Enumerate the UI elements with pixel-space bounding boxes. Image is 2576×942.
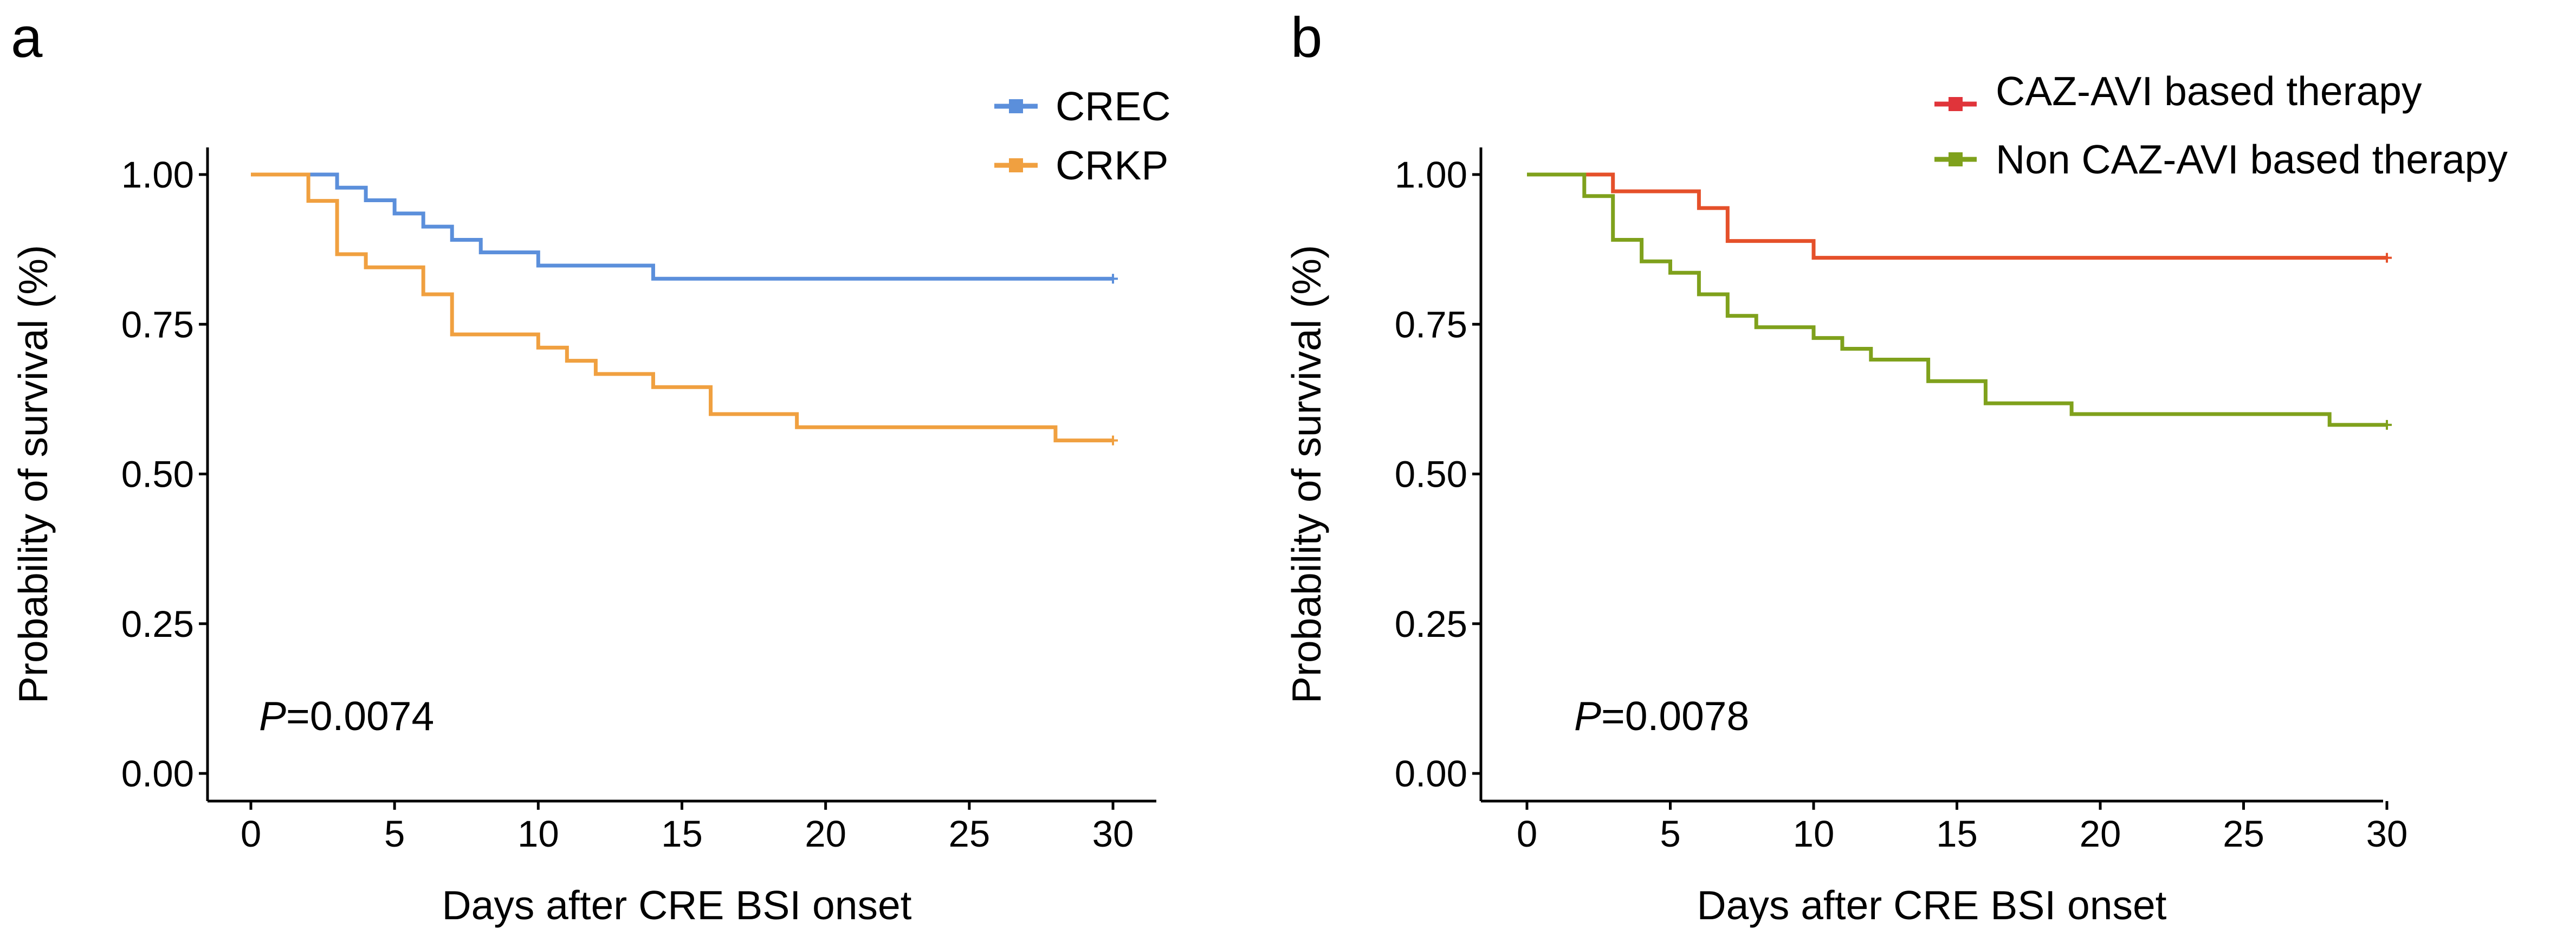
legend: CAZ-AVI based therapy Non CAZ-AVI based … (1934, 68, 2508, 182)
y-tick-label: 0.50 (1395, 454, 1467, 495)
legend-item-crkp: CRKP (994, 143, 1168, 188)
km-curve-crkp (251, 172, 1113, 443)
panel-b: b Probability of survival (%) Days after… (1284, 6, 2508, 928)
legend-item-crec: CREC (994, 83, 1171, 129)
y-tick-label: 0.00 (121, 753, 194, 795)
x-tick-label: 15 (661, 813, 703, 855)
y-axis-title: Probability of survival (%) (10, 245, 56, 704)
x-tick-label: 30 (1092, 813, 1134, 855)
x-tick-label: 15 (1936, 813, 1978, 855)
series-layer (1527, 172, 2392, 430)
km-curve-caz-avi-based-therapy (1527, 172, 2387, 260)
legend-label-crkp: CRKP (1056, 143, 1168, 188)
p-value-text: =0.0078 (1601, 693, 1749, 739)
p-value-prefix: P (259, 693, 286, 739)
x-tick-label: 20 (805, 813, 846, 855)
legend-marker-crec (1009, 99, 1023, 113)
x-tick-label: 30 (2366, 813, 2408, 855)
x-tick-label: 25 (948, 813, 990, 855)
legend-item-caz-avi: CAZ-AVI based therapy (1934, 68, 2422, 114)
legend-marker-crkp (1009, 158, 1023, 172)
y-tick-label: 0.25 (121, 603, 194, 645)
y-axis-title: Probability of survival (%) (1284, 245, 1329, 704)
legend: CREC CRKP (994, 83, 1171, 188)
x-tick-label: 10 (1793, 813, 1835, 855)
censor-mark-non-caz-avi-based-therapy (2382, 420, 2392, 430)
x-tick-label: 0 (1517, 813, 1537, 855)
series-layer (251, 172, 1118, 446)
y-tick-label: 0.75 (121, 304, 194, 345)
legend-marker-non-caz-avi (1949, 152, 1963, 166)
p-value-annotation: P=0.0074 (259, 693, 434, 739)
axis-ticks: 0.00 0.25 0.50 0.75 1.00 0 5 10 15 20 25 30 (121, 154, 1134, 855)
x-tick-label: 25 (2223, 813, 2264, 855)
x-tick-label: 5 (384, 813, 405, 855)
km-curve-non-caz-avi-based-therapy (1527, 172, 2387, 427)
km-curve-crec (251, 172, 1113, 281)
y-tick-label: 0.25 (1395, 603, 1467, 645)
legend-marker-caz-avi (1949, 97, 1963, 111)
legend-label-crec: CREC (1056, 83, 1171, 129)
legend-item-non-caz-avi: Non CAZ-AVI based therapy (1934, 137, 2508, 182)
x-axis-title: Days after CRE BSI onset (1697, 882, 2166, 928)
x-tick-label: 0 (241, 813, 261, 855)
legend-label-caz-avi: CAZ-AVI based therapy (1996, 68, 2422, 114)
y-tick-label: 0.75 (1395, 304, 1467, 345)
censor-mark-crec (1108, 274, 1118, 284)
axis-ticks: 0.00 0.25 0.50 0.75 1.00 0 5 10 15 20 25 30 (1395, 154, 2408, 855)
x-tick-label: 20 (2080, 813, 2121, 855)
y-tick-label: 0.50 (121, 454, 194, 495)
x-tick-label: 10 (517, 813, 559, 855)
p-value-annotation: P=0.0078 (1574, 693, 1749, 739)
panel-a: a Probability of survival (%) Days after… (10, 6, 1171, 928)
panel-label-b: b (1291, 6, 1322, 69)
y-tick-label: 0.00 (1395, 753, 1467, 795)
y-tick-label: 1.00 (121, 154, 194, 196)
y-tick-label: 1.00 (1395, 154, 1467, 196)
censor-mark-crkp (1108, 435, 1118, 446)
x-tick-label: 5 (1660, 813, 1680, 855)
legend-label-non-caz-avi: Non CAZ-AVI based therapy (1996, 137, 2508, 182)
p-value-prefix: P (1574, 693, 1601, 739)
panel-label-a: a (11, 6, 43, 69)
p-value-text: =0.0074 (286, 693, 434, 739)
censor-mark-caz-avi-based-therapy (2382, 253, 2392, 263)
x-axis-title: Days after CRE BSI onset (442, 882, 911, 928)
